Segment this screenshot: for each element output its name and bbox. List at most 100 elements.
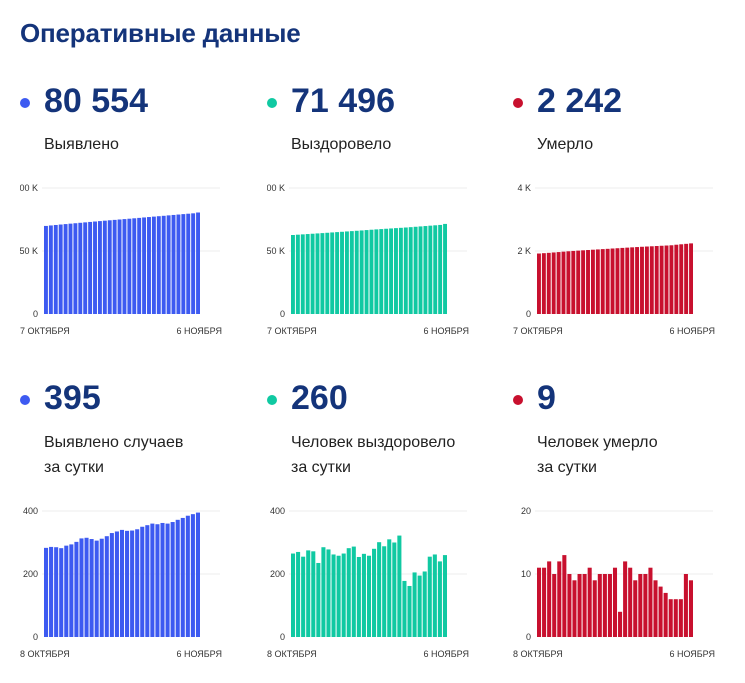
bar [644,246,649,314]
bar [54,547,59,637]
chart-deaths-total: 4 K 2 K 0 7 ОКТЯБРЯ 6 НОЯБРЯ [513,183,715,336]
bar [295,234,300,314]
card-label-line: Выявлено случаев [44,434,184,451]
bar [346,548,351,637]
bar [291,553,296,637]
card-label-line: за сутки [44,459,104,476]
bar [407,585,412,637]
bar [552,574,557,637]
bar [437,561,442,637]
bar [326,549,331,637]
bar [137,217,142,314]
card-detected-daily: 395 Выявлено случаев за сутки 400 200 0 8 О… [20,377,260,677]
bar [330,232,335,314]
card-recovered-total: 71 496 Выздоровело 100 K 50 K 0 7 ОКТЯБРЯ 6 … [267,78,507,378]
card-value: 2 242 [537,82,623,120]
bar [341,553,346,637]
bar [354,230,359,314]
card-detected-total: 80 554 Выявлено 100 K 50 K 0 7 ОКТЯБРЯ 6 НОЯ… [20,78,260,378]
chart-detected-total: 100 K 50 K 0 7 ОКТЯБРЯ 6 НОЯБРЯ [20,183,222,336]
series-dot [513,98,523,108]
card-value: 395 [44,379,101,417]
bar [412,572,417,637]
bar [340,231,344,314]
bar [94,540,99,637]
bar [374,229,379,314]
card-label: Выявлено случаев за сутки [44,430,183,480]
bar [592,580,597,637]
bar [59,548,64,637]
bar [125,530,130,637]
bar [668,599,673,637]
bar [321,547,326,637]
bar [305,234,310,314]
bar [663,592,668,637]
bar [364,230,369,314]
card-label-line: Человек умерло [537,434,658,451]
bar [438,224,443,314]
bar [88,221,93,314]
bar [170,522,175,637]
bar [633,580,638,637]
card-label: Человек умерло за сутки [537,430,658,480]
y-tick-label: 0 [33,632,38,642]
bar [291,235,295,314]
bar [296,551,301,637]
bar [366,555,372,637]
bar [344,231,349,314]
bar [397,535,402,637]
bar [300,234,305,314]
bar [356,556,361,637]
x-start-label: 7 ОКТЯБРЯ [20,326,70,336]
bar [379,229,384,314]
bar [104,536,109,637]
card-value: 260 [291,379,348,417]
bar [433,225,438,314]
bar [382,546,387,637]
bar [135,529,140,637]
bar [377,542,382,637]
bar [537,253,541,314]
bar [537,567,542,637]
bar [422,571,427,637]
bar [175,519,180,637]
y-tick-label: 0 [526,309,531,319]
bar [351,546,356,637]
y-tick-label: 0 [280,309,285,319]
bar [325,232,330,314]
bar [392,542,397,637]
card-label: Умерло [537,132,593,157]
bar [359,230,364,314]
x-start-label: 7 ОКТЯБРЯ [513,326,563,336]
bar [44,547,49,637]
y-tick-label: 100 K [267,183,285,193]
bar [567,574,572,637]
bar [384,228,389,314]
y-tick-label: 0 [526,632,531,642]
x-end-label: 6 НОЯБРЯ [176,326,222,336]
bar [618,611,623,637]
bar [625,247,630,314]
x-start-label: 8 ОКТЯБРЯ [20,649,70,659]
bar [648,567,653,637]
card-value: 80 554 [44,82,148,120]
bar [428,225,433,314]
bar [180,517,185,637]
bar [58,224,63,314]
card-value: 71 496 [291,82,395,120]
bar [562,555,567,637]
bar [160,522,165,637]
bar [443,223,447,314]
bar [653,580,658,637]
bar [546,252,551,314]
bar [166,215,171,314]
bar [320,233,325,314]
bar [185,515,190,637]
bar [432,554,437,637]
page-title: Оперативные данные [20,18,301,48]
series-dot [267,98,277,108]
bar [349,231,354,314]
x-end-label: 6 НОЯБРЯ [176,649,222,659]
bar [590,249,595,314]
bar [196,212,200,314]
